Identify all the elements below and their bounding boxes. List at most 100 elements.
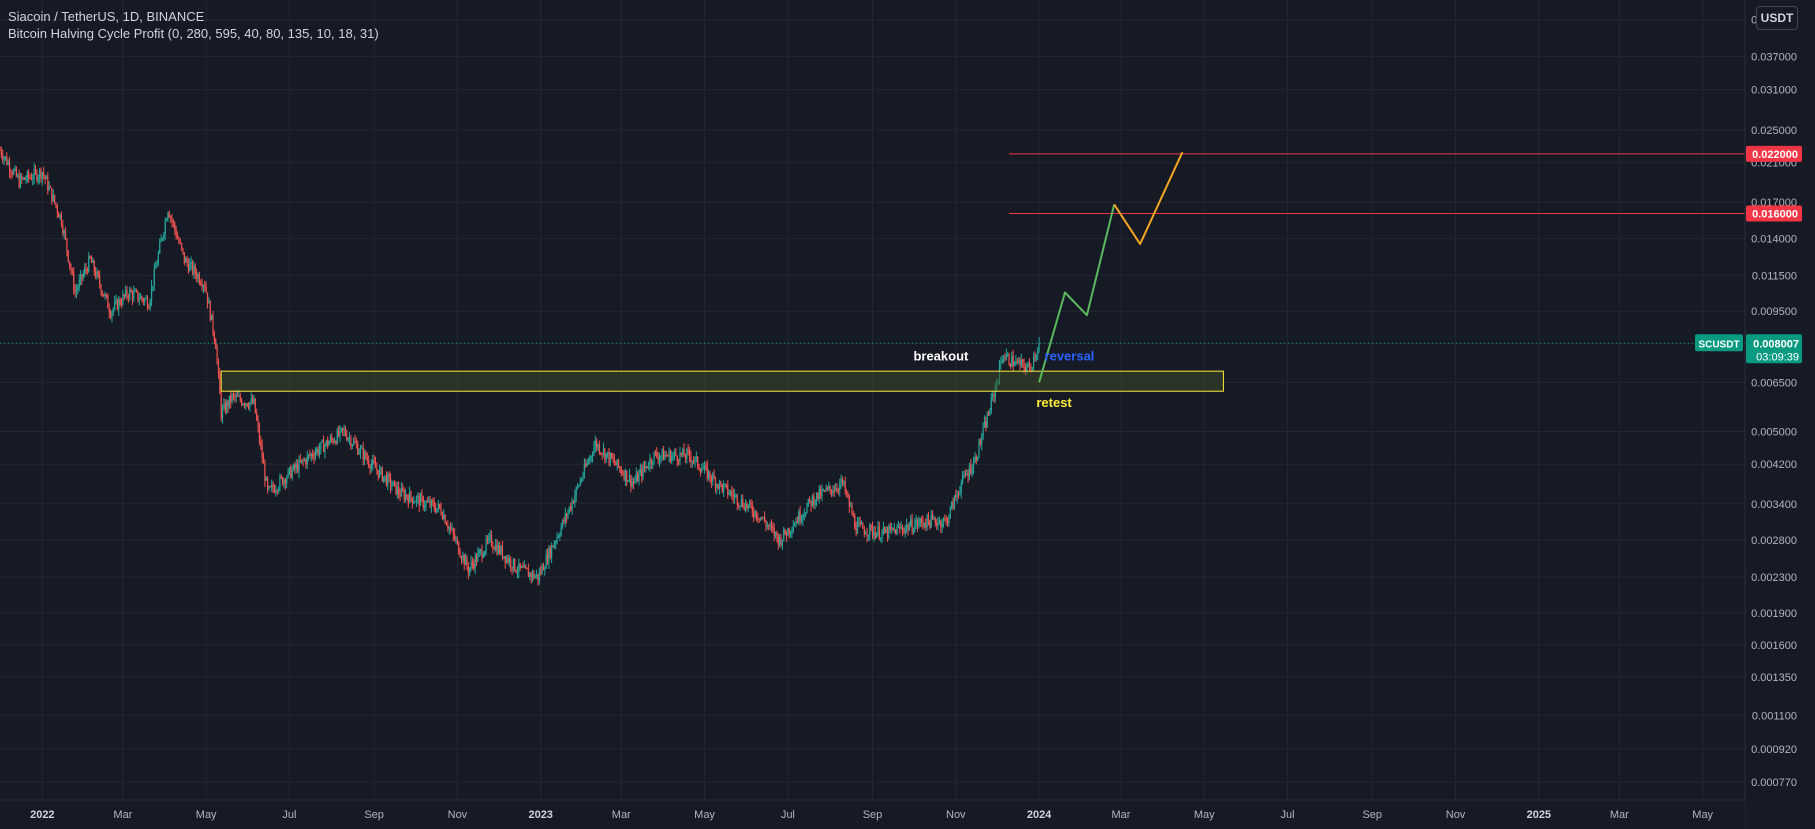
- candle-body: [665, 454, 667, 456]
- candle-body: [870, 524, 872, 527]
- annotation-retest[interactable]: retest: [1036, 395, 1072, 410]
- candle-body: [940, 520, 942, 528]
- candle-body: [228, 395, 230, 407]
- candle: [673, 448, 676, 461]
- candle: [616, 459, 618, 471]
- candle: [3, 155, 5, 165]
- candle: [541, 562, 543, 576]
- candle-body: [747, 504, 749, 508]
- candle: [400, 482, 403, 497]
- candle: [830, 489, 833, 498]
- candle-body: [600, 452, 602, 454]
- candle-body: [841, 478, 844, 483]
- candle-body: [239, 395, 241, 401]
- candle: [348, 432, 351, 445]
- x-tick-label: Sep: [863, 809, 883, 821]
- annotation-breakout[interactable]: breakout: [913, 349, 969, 364]
- candle-body: [749, 501, 751, 505]
- candle-body: [249, 402, 251, 408]
- candle-body: [0, 149, 1, 151]
- candle-body: [852, 514, 854, 516]
- y-tick-label: 0.006500: [1751, 377, 1797, 389]
- candle-body: [526, 567, 528, 570]
- candle: [306, 450, 308, 470]
- candle: [298, 455, 300, 479]
- candle-body: [596, 440, 598, 448]
- candle-body: [783, 529, 785, 540]
- candle: [56, 204, 58, 219]
- candle: [795, 517, 797, 528]
- candle: [501, 540, 504, 561]
- candle-body: [855, 527, 857, 534]
- support-zone-rectangle[interactable]: [220, 370, 1224, 392]
- x-tick-label: 2022: [30, 809, 54, 821]
- candle-body: [948, 516, 950, 524]
- candle-body: [784, 529, 786, 535]
- candle: [459, 548, 461, 558]
- candle: [149, 298, 151, 312]
- candle: [33, 163, 35, 185]
- candle: [29, 174, 31, 180]
- candle-body: [951, 501, 953, 508]
- candle-body: [649, 458, 651, 468]
- candle-body: [566, 513, 568, 517]
- projection-path-green[interactable]: [1038, 204, 1116, 383]
- candle: [36, 169, 38, 183]
- projection-path-orange[interactable]: [1113, 151, 1184, 245]
- candle: [422, 495, 424, 511]
- candle: [807, 498, 809, 508]
- candle: [934, 516, 936, 527]
- candle: [108, 303, 110, 319]
- candle: [656, 447, 658, 459]
- candle: [310, 452, 312, 462]
- candle: [556, 532, 558, 545]
- candle: [718, 479, 721, 495]
- candle-body: [622, 473, 624, 475]
- candle-body: [959, 492, 961, 495]
- candle: [728, 489, 730, 496]
- annotation-reversal[interactable]: reversal: [1045, 349, 1095, 364]
- candle-body: [347, 438, 349, 441]
- candle-body: [202, 285, 205, 288]
- candle-body: [363, 451, 366, 460]
- candle: [635, 467, 637, 484]
- candle-body: [1012, 355, 1014, 366]
- candle: [594, 435, 596, 454]
- candle: [88, 252, 90, 273]
- candle-body: [189, 263, 191, 272]
- candle-body: [271, 484, 273, 487]
- candle-body: [956, 493, 958, 497]
- candle: [906, 518, 908, 534]
- time-axis[interactable]: [0, 800, 1745, 829]
- candle: [252, 394, 254, 405]
- x-tick-label: Jul: [1281, 809, 1295, 821]
- candle-body: [280, 476, 282, 478]
- candle: [131, 289, 134, 306]
- candle: [537, 574, 539, 586]
- candle: [85, 262, 87, 275]
- y-tick-label: 0.003400: [1751, 499, 1797, 511]
- candle: [604, 447, 606, 464]
- price-axis[interactable]: [1745, 0, 1815, 829]
- candle-body: [897, 526, 900, 528]
- candle-body: [62, 224, 64, 234]
- candle: [146, 295, 149, 311]
- candle: [327, 436, 329, 450]
- candle: [809, 496, 811, 504]
- candle: [164, 217, 166, 241]
- candle-body: [324, 445, 326, 453]
- candle: [434, 502, 437, 514]
- candle-body: [1008, 354, 1010, 365]
- candle: [105, 293, 108, 299]
- candle: [732, 488, 734, 504]
- candle: [1000, 356, 1002, 370]
- candle-body: [807, 498, 809, 506]
- candle-body: [252, 398, 254, 404]
- candle: [908, 521, 910, 531]
- candle: [806, 502, 808, 514]
- candle-body: [545, 554, 547, 569]
- candle-body: [185, 258, 187, 263]
- currency-button[interactable]: USDT: [1756, 6, 1798, 30]
